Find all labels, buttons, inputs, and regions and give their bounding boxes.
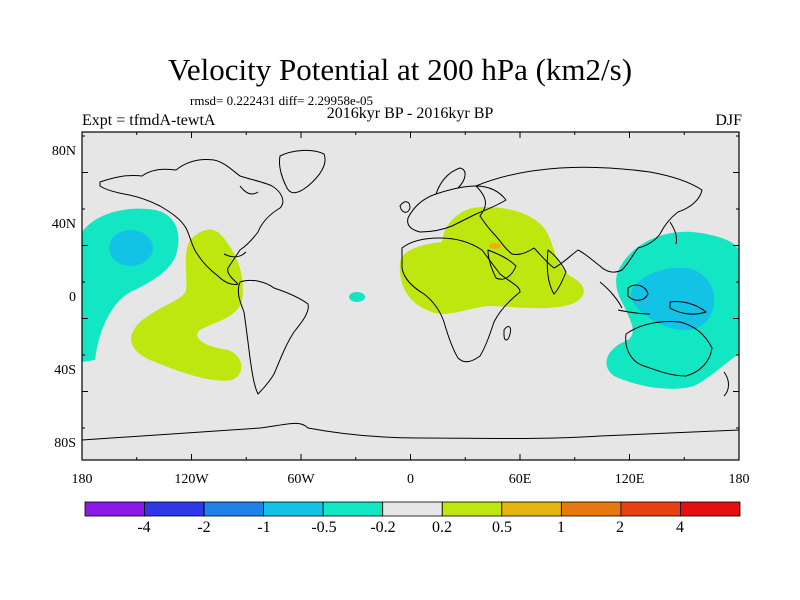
coastlines xyxy=(82,149,739,441)
lon-label: 120E xyxy=(615,472,645,487)
colorbar-box xyxy=(263,501,324,517)
contour-neg-npacific xyxy=(82,208,179,362)
experiment-label: Expt = tfmdA-tewtA xyxy=(82,112,216,129)
contour-neg-atlantic xyxy=(349,292,365,302)
coast-north-america xyxy=(99,159,284,285)
lat-label: 0 xyxy=(69,290,76,305)
colorbar-label: -2 xyxy=(197,519,211,536)
colorbar-box xyxy=(680,501,741,517)
colorbar-box xyxy=(84,501,145,517)
stats-text: rmsd= 0.222431 diff= 2.29958e-05 xyxy=(190,93,374,108)
coast-arabia xyxy=(487,249,517,280)
lon-label: 60E xyxy=(509,472,532,487)
colorbar-box xyxy=(561,501,622,517)
contour-pos2-arabia xyxy=(489,243,501,249)
coast-gulf xyxy=(223,251,247,258)
lat-label: 40N xyxy=(52,217,76,232)
coast-india xyxy=(546,249,567,295)
lon-label: 0 xyxy=(407,472,414,487)
colorbar-box xyxy=(501,501,562,517)
colorbar-label: 0.2 xyxy=(432,519,452,536)
colorbar-label: 2 xyxy=(616,519,624,536)
coast-madagascar xyxy=(503,326,511,341)
colorbar xyxy=(84,501,741,517)
contour-neg2-npacific xyxy=(109,230,153,266)
coast-sumatra xyxy=(599,281,623,309)
colorbar-label: 0.5 xyxy=(492,519,512,536)
colorbar-label: -4 xyxy=(137,519,151,536)
period-label: 2016kyr BP - 2016kyr BP xyxy=(326,105,494,122)
contour-fields xyxy=(82,206,739,389)
coast-asia xyxy=(475,166,703,273)
coast-britain xyxy=(399,201,411,213)
colorbar-label: -0.5 xyxy=(311,519,337,536)
season-label: DJF xyxy=(715,112,742,129)
coast-europe xyxy=(407,185,507,233)
coast-japan xyxy=(669,221,677,245)
coast-borneo xyxy=(627,284,649,301)
colorbar-box xyxy=(620,501,681,517)
colorbar-box xyxy=(441,501,503,517)
lat-label: 40S xyxy=(54,363,76,378)
colorbar-box xyxy=(322,501,384,517)
coast-antarctica xyxy=(82,422,739,441)
axis-ticks xyxy=(81,132,740,460)
contour-neg2-wpacific xyxy=(630,267,715,331)
colorbar-label: -1 xyxy=(257,519,271,536)
coast-java xyxy=(617,309,651,315)
lat-label: 80S xyxy=(54,436,76,451)
coast-australia xyxy=(625,321,713,377)
colorbar-box xyxy=(144,501,205,517)
lat-label: 80N xyxy=(52,144,76,159)
lon-label: 180 xyxy=(72,472,93,487)
colorbar-label: -0.2 xyxy=(370,519,396,536)
colorbar-box xyxy=(382,501,443,517)
colorbar-box xyxy=(203,501,265,517)
plot-title: Velocity Potential at 200 hPa (km2/s) xyxy=(167,52,633,87)
coast-new-guinea xyxy=(669,301,707,315)
coast-scandinavia xyxy=(435,167,466,195)
contour-pos-africa xyxy=(399,206,584,314)
coast-africa xyxy=(401,237,521,363)
lon-label: 180 xyxy=(729,472,750,487)
coast-greenland xyxy=(279,149,326,194)
contour-pos-epacific xyxy=(131,229,243,381)
coast-south-america xyxy=(237,279,309,395)
coast-hudson xyxy=(239,185,259,195)
lon-label: 60W xyxy=(287,472,315,487)
colorbar-label: 1 xyxy=(557,519,565,536)
colorbar-label: 4 xyxy=(676,519,684,536)
lon-label: 120W xyxy=(174,472,209,487)
coast-new-zealand xyxy=(723,371,729,397)
axis-labels: 180 120W 60W 0 60E 120E 180 80N 40N 0 40… xyxy=(52,144,750,487)
